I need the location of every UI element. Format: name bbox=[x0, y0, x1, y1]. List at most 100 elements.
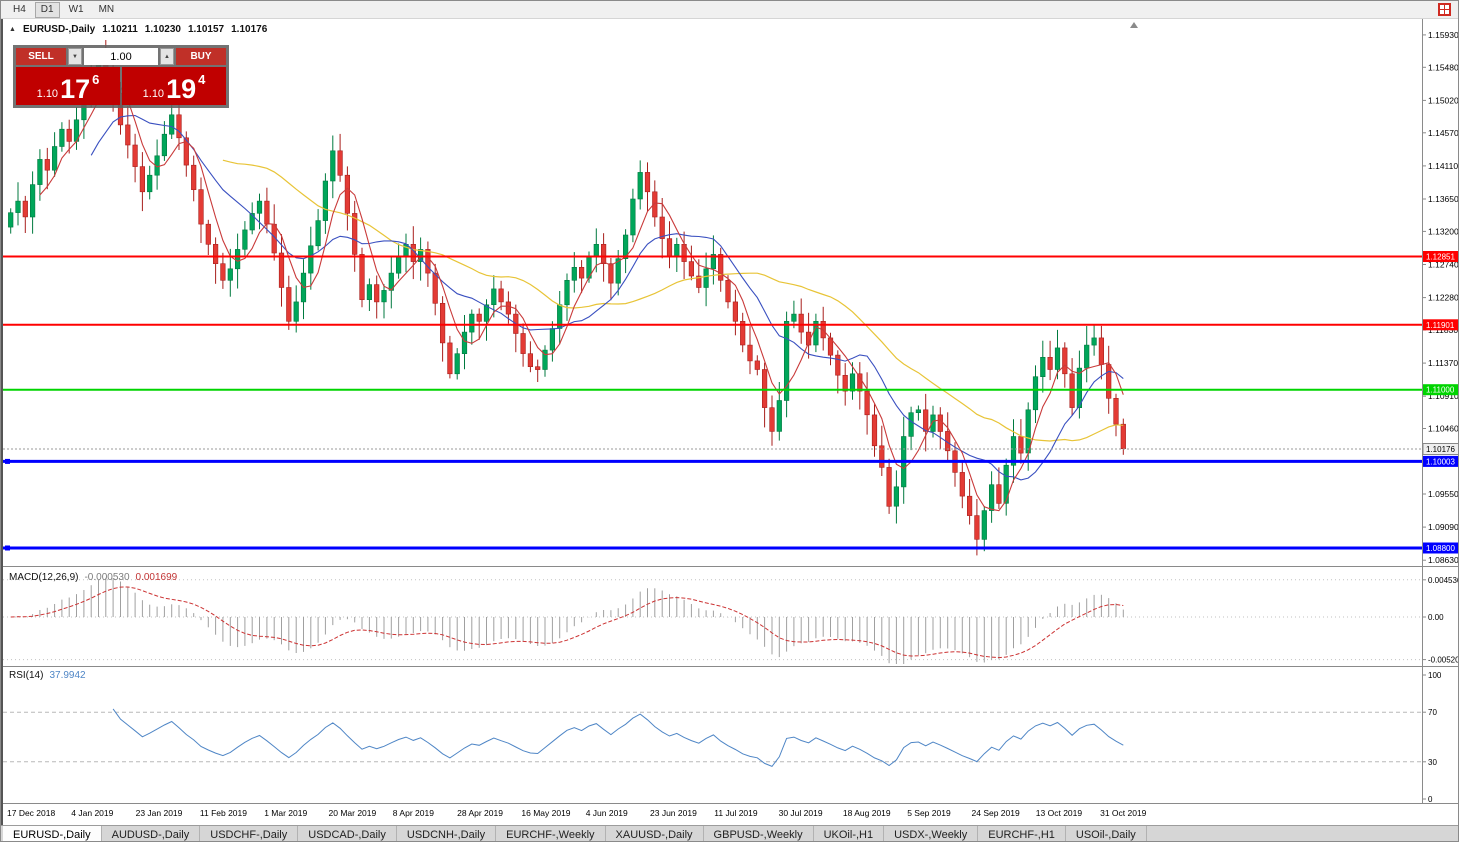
sell-price-sup: 6 bbox=[92, 72, 100, 87]
svg-text:0.00: 0.00 bbox=[1428, 613, 1444, 622]
ma-mid-line bbox=[90, 114, 1124, 481]
price-axis: 1.15930 1.15480 1.15020 1.14570 1.14110 1.136… bbox=[1422, 30, 1459, 565]
rsi-name: RSI(14) bbox=[9, 670, 44, 681]
volume-increase-button[interactable]: ▲ bbox=[160, 48, 174, 65]
rsi-pane: 100 70 30 0 bbox=[3, 671, 1442, 804]
svg-text:13 Oct 2019: 13 Oct 2019 bbox=[1036, 808, 1083, 818]
svg-text:28 Apr 2019: 28 Apr 2019 bbox=[457, 808, 503, 818]
timeframe-button-mn[interactable]: MN bbox=[98, 3, 115, 15]
price-tag: 1.11901 bbox=[1423, 319, 1458, 331]
svg-text:1 Mar 2019: 1 Mar 2019 bbox=[264, 808, 307, 818]
buy-price-prefix: 1.10 bbox=[142, 88, 165, 100]
buy-price-big: 19 bbox=[166, 74, 197, 104]
svg-text:24 Sep 2019: 24 Sep 2019 bbox=[972, 808, 1020, 818]
date-axis: 17 Dec 2018 4 Jan 2019 23 Jan 2019 11 Feb 2… bbox=[7, 808, 1147, 818]
rsi-indicator-label: RSI(14) 37.9942 bbox=[9, 670, 86, 681]
rsi-value: 37.9942 bbox=[49, 670, 86, 681]
chart-tab-ukoil-h1[interactable]: UKOil-,H1 bbox=[814, 826, 885, 841]
timeframe-button-h4[interactable]: H4 bbox=[13, 3, 26, 15]
svg-text:1.10003: 1.10003 bbox=[1426, 457, 1455, 466]
chart-tab-eurusd-daily[interactable]: EURUSD-,Daily bbox=[3, 826, 102, 841]
svg-text:1.11370: 1.11370 bbox=[1428, 358, 1458, 368]
sell-button[interactable]: SELL bbox=[16, 48, 66, 65]
svg-text:8 Apr 2019: 8 Apr 2019 bbox=[393, 808, 434, 818]
svg-text:1.10910: 1.10910 bbox=[1428, 391, 1459, 401]
macd-name: MACD(12,26,9) bbox=[9, 572, 79, 583]
svg-text:1.12740: 1.12740 bbox=[1428, 260, 1459, 270]
chart-tab-usdcnh-daily[interactable]: USDCNH-,Daily bbox=[397, 826, 497, 841]
chart-tab-xauusd-daily[interactable]: XAUUSD-,Daily bbox=[606, 826, 704, 841]
ma-slow-line bbox=[222, 159, 1124, 442]
chart-tab-usdx-weekly[interactable]: USDX-,Weekly bbox=[884, 826, 979, 841]
svg-text:18 Aug 2019: 18 Aug 2019 bbox=[843, 808, 891, 818]
svg-text:1.09090: 1.09090 bbox=[1428, 522, 1459, 532]
chart-tab-audusd-daily[interactable]: AUDUSD-,Daily bbox=[102, 826, 201, 841]
svg-text:1.09550: 1.09550 bbox=[1428, 489, 1459, 499]
svg-text:30: 30 bbox=[1428, 758, 1437, 767]
price-tag: 1.10003 bbox=[1423, 455, 1458, 467]
price-tag: 1.11000 bbox=[1423, 384, 1458, 396]
svg-text:31 Oct 2019: 31 Oct 2019 bbox=[1100, 808, 1147, 818]
price-tag: 1.10176 bbox=[1422, 443, 1458, 455]
svg-text:16 May 2019: 16 May 2019 bbox=[521, 808, 570, 818]
ohlc-high: 1.10230 bbox=[144, 24, 181, 35]
sell-price-prefix: 1.10 bbox=[36, 88, 59, 100]
svg-text:1.08630: 1.08630 bbox=[1428, 555, 1459, 565]
ma-fast-line bbox=[39, 81, 1124, 512]
svg-text:11 Jul 2019: 11 Jul 2019 bbox=[714, 808, 758, 818]
svg-text:23 Jun 2019: 23 Jun 2019 bbox=[650, 808, 697, 818]
sell-price-big: 17 bbox=[60, 74, 91, 104]
svg-text:100: 100 bbox=[1428, 671, 1442, 680]
svg-text:1.12851: 1.12851 bbox=[1426, 253, 1455, 262]
candlestick-series bbox=[8, 40, 1126, 556]
one-click-trade-panel: SELL ▼ 1.00 ▲ BUY 1.10 17 6 1.10 19 4 bbox=[13, 45, 229, 108]
chart-tab-gbpusd-weekly[interactable]: GBPUSD-,Weekly bbox=[704, 826, 814, 841]
svg-text:0.004536: 0.004536 bbox=[1428, 576, 1459, 585]
svg-text:70: 70 bbox=[1428, 708, 1437, 717]
level-line-handle[interactable] bbox=[5, 458, 10, 464]
svg-text:5 Sep 2019: 5 Sep 2019 bbox=[907, 808, 951, 818]
svg-text:-0.00520: -0.00520 bbox=[1428, 656, 1459, 665]
price-tag: 1.12851 bbox=[1423, 251, 1458, 262]
timeframe-toolbar: H4 D1 W1 MN bbox=[1, 1, 1458, 19]
price-chart-canvas[interactable]: 1.15930 1.15480 1.15020 1.14570 1.14110 1.136… bbox=[3, 19, 1459, 825]
macd-pane: 0.004536 0.00 -0.00520 bbox=[3, 576, 1459, 665]
svg-text:1.14110: 1.14110 bbox=[1428, 161, 1458, 171]
svg-text:1.15480: 1.15480 bbox=[1428, 62, 1459, 72]
chart-area[interactable]: 1.15930 1.15480 1.15020 1.14570 1.14110 1.136… bbox=[1, 19, 1459, 825]
chart-tab-eurchf-h1[interactable]: EURCHF-,H1 bbox=[978, 826, 1066, 841]
buy-button[interactable]: BUY bbox=[176, 48, 226, 65]
buy-price-sup: 4 bbox=[198, 72, 206, 87]
svg-text:4 Jan 2019: 4 Jan 2019 bbox=[71, 808, 113, 818]
svg-text:1.11901: 1.11901 bbox=[1426, 321, 1455, 330]
chart-tab-eurchf-weekly[interactable]: EURCHF-,Weekly bbox=[496, 826, 606, 841]
volume-decrease-button[interactable]: ▼ bbox=[68, 48, 82, 65]
level-line-handle[interactable] bbox=[5, 545, 10, 551]
sell-price-box[interactable]: 1.10 17 6 bbox=[16, 67, 120, 105]
chart-tab-usoil-daily[interactable]: USOil-,Daily bbox=[1066, 826, 1147, 841]
chart-shift-marker-icon[interactable] bbox=[1130, 22, 1138, 28]
chart-tab-usdchf-daily[interactable]: USDCHF-,Daily bbox=[200, 826, 299, 841]
macd-indicator-label: MACD(12,26,9) -0.000530 0.001699 bbox=[9, 572, 177, 583]
buy-price-box[interactable]: 1.10 19 4 bbox=[122, 67, 226, 105]
svg-text:20 Mar 2019: 20 Mar 2019 bbox=[329, 808, 377, 818]
chart-tab-usdcad-daily[interactable]: USDCAD-,Daily bbox=[298, 826, 397, 841]
macd-histogram-value: -0.000530 bbox=[84, 572, 130, 583]
svg-text:1.14570: 1.14570 bbox=[1428, 128, 1459, 138]
ohlc-close: 1.10176 bbox=[231, 24, 268, 35]
price-tag: 1.08800 bbox=[1423, 542, 1458, 554]
chart-header: ▲ EURUSD-,Daily 1.10211 1.10230 1.10157 … bbox=[9, 24, 267, 35]
svg-text:1.15930: 1.15930 bbox=[1428, 30, 1459, 40]
timeframe-button-w1[interactable]: W1 bbox=[68, 3, 84, 15]
volume-input[interactable]: 1.00 bbox=[84, 48, 158, 65]
pane-separators bbox=[3, 19, 1458, 804]
red-grid-icon[interactable] bbox=[1438, 3, 1451, 16]
svg-text:1.11000: 1.11000 bbox=[1426, 386, 1455, 395]
svg-text:4 Jun 2019: 4 Jun 2019 bbox=[586, 808, 628, 818]
svg-text:1.10176: 1.10176 bbox=[1426, 445, 1455, 454]
svg-text:1.13650: 1.13650 bbox=[1428, 194, 1459, 204]
chart-tab-bar: EURUSD-,Daily AUDUSD-,Daily USDCHF-,Daily U… bbox=[1, 825, 1458, 841]
timeframe-button-d1[interactable]: D1 bbox=[34, 1, 60, 18]
macd-signal-line bbox=[10, 586, 1124, 659]
